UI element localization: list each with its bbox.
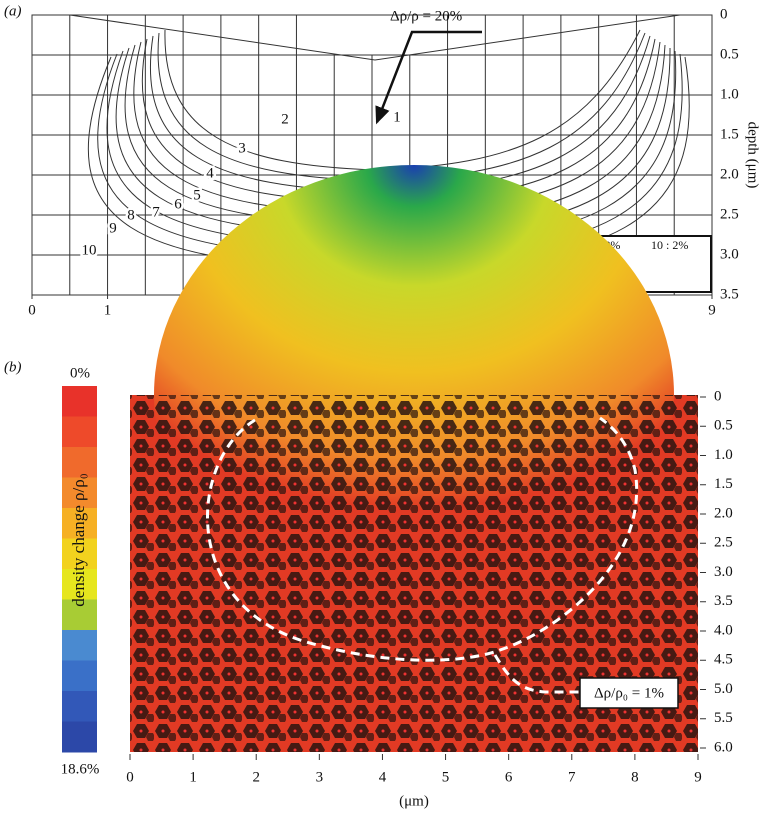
- contour-label: 3: [238, 140, 246, 156]
- colorbar-title: density change ρ/ρ₀: [69, 473, 88, 606]
- colorbar-top: 0%: [70, 365, 90, 381]
- contour-label: 2: [281, 111, 289, 127]
- y-tick-label: 3.0: [714, 564, 733, 580]
- y-tick-label: 2.5: [714, 535, 733, 551]
- surface: [69, 14, 681, 61]
- x-tick-label: 7: [568, 769, 576, 785]
- y-tick-label: 2.5: [720, 206, 739, 222]
- colorbar-bottom: 18.6%: [61, 761, 100, 777]
- panel-label: (b): [4, 359, 22, 375]
- x-tick-label: 1: [189, 769, 197, 785]
- colorbar-band: [62, 538, 97, 570]
- y-tick-label: 5.0: [714, 681, 733, 697]
- x-tick-label: 0: [126, 769, 134, 785]
- x-tick-label: 6: [505, 769, 513, 785]
- annotation: Δρ/ρ₀ = 1%: [594, 685, 664, 701]
- contour-label: 6: [174, 196, 182, 212]
- colorbar-band: [62, 660, 97, 692]
- contour-label: 1: [393, 109, 401, 125]
- colorbar-band: [62, 386, 97, 417]
- x-tick-label: 2: [252, 769, 260, 785]
- colorbar-band: [62, 447, 97, 478]
- x-tick-label: 0: [28, 302, 36, 318]
- y-tick-label: 3.5: [714, 593, 733, 609]
- annotation-line: [493, 654, 580, 694]
- y-tick-label: 2.0: [720, 166, 739, 182]
- colorbar-band: [62, 508, 97, 539]
- annotation: Δρ/ρ = 20%: [390, 8, 462, 24]
- panel-b: Δρ/ρ₀ = 1% 0 0.5 1.0 1.5 2.0 2.5 3.0 3.5 4.0 4.5 5…: [61, 165, 733, 809]
- contour-label: 4: [206, 165, 214, 181]
- contour-label: 9: [109, 220, 117, 236]
- y-tick-label: 4.0: [714, 622, 733, 638]
- x-tick-label: 8: [631, 769, 639, 785]
- y-tick-label: 1.0: [714, 447, 733, 463]
- colorbar-band: [62, 416, 97, 448]
- colorbar-band: [62, 599, 97, 631]
- y-tick-label: 5.5: [714, 710, 733, 726]
- contour-label: 7: [152, 204, 160, 220]
- y-tick-label: 2.0: [714, 505, 733, 521]
- contour-label: 5: [193, 187, 201, 203]
- y-tick-label: 0.5: [714, 418, 733, 434]
- y-tick-label: 1.5: [714, 476, 733, 492]
- y-tick-label: 0: [714, 388, 722, 404]
- y-tick-label: 4.5: [714, 652, 733, 668]
- contour-line: [164, 29, 641, 171]
- x-tick-label: 1: [104, 302, 112, 318]
- colorbar-band: [62, 630, 97, 661]
- colorbar-band: [62, 569, 97, 600]
- contour-label: 10: [82, 242, 97, 258]
- x-tick-label: 5: [442, 769, 450, 785]
- y-tick-label: 1.5: [720, 126, 739, 142]
- x-tick-label: 9: [708, 302, 716, 318]
- contour-label: 8: [127, 207, 135, 223]
- y-tick-label: 0: [720, 6, 728, 22]
- y-axis-label: depth (μm): [745, 122, 761, 189]
- contour-1pct: [206, 416, 639, 662]
- x-tick-label: 3: [316, 769, 324, 785]
- colorbar-band: [62, 691, 97, 722]
- y-tick-label: 6.0: [714, 739, 733, 755]
- x-axis-label: (μm): [399, 793, 429, 809]
- colorbar-band: [62, 477, 97, 509]
- y-tick-label: 0.5: [720, 46, 739, 62]
- y-tick-label: 3.5: [720, 286, 739, 302]
- y-tick-label: 1.0: [720, 86, 739, 102]
- legend-entry: 10 : 2%: [651, 238, 688, 252]
- x-tick-label: 4: [379, 769, 387, 785]
- x-tick-label: 9: [694, 769, 702, 785]
- panel-label: (a): [4, 3, 22, 19]
- y-tick-label: 3.0: [720, 246, 739, 262]
- annotation-arrow: [375, 30, 482, 125]
- colorbar-band: [62, 721, 97, 753]
- annotation-box: [579, 677, 679, 709]
